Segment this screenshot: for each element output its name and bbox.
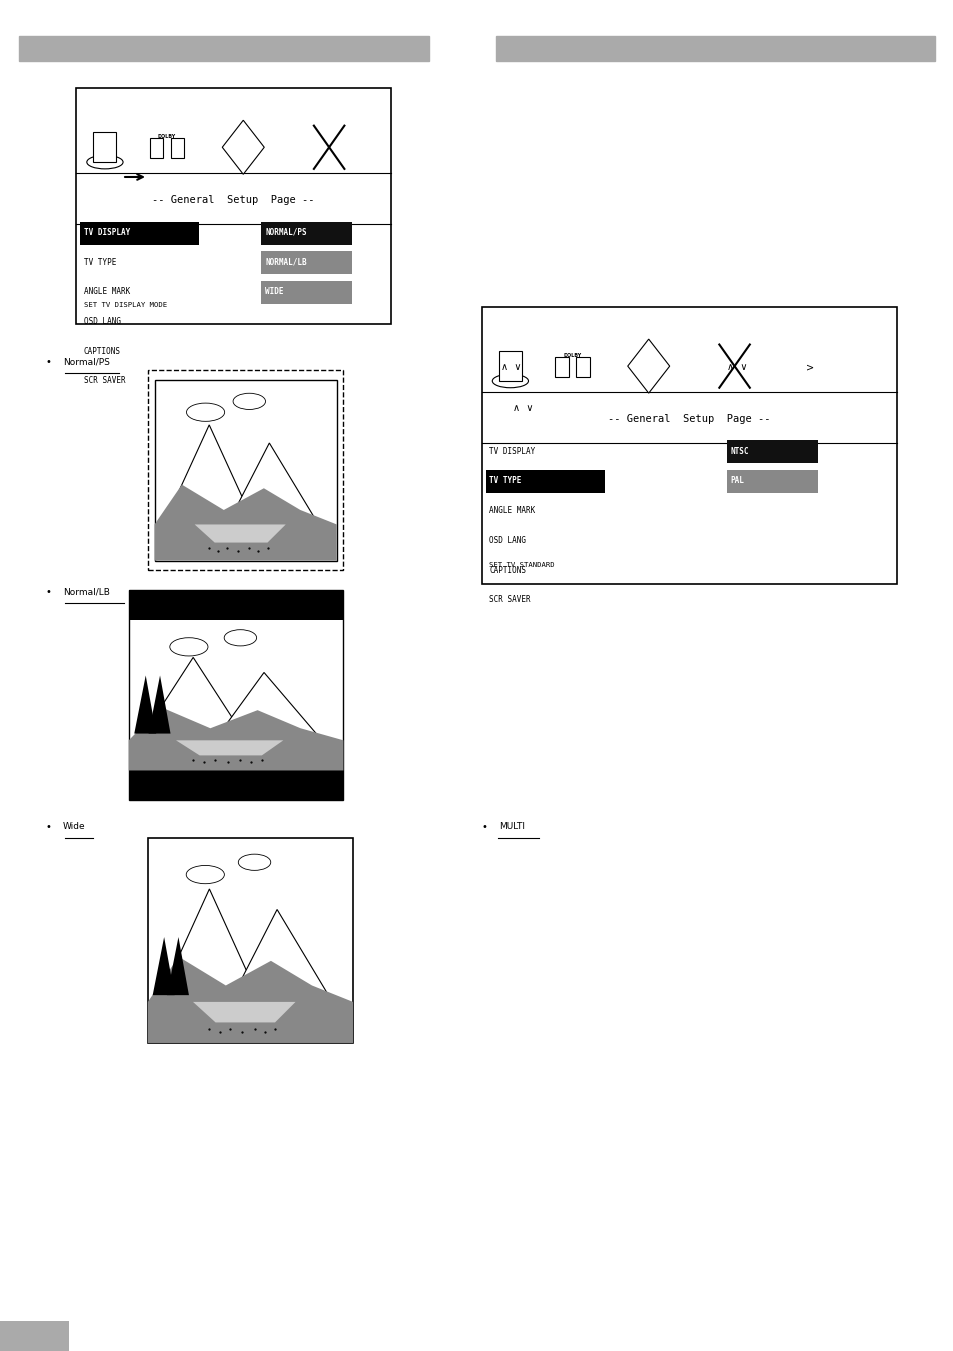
- Bar: [148, 838, 353, 1043]
- Text: ∧  ∨: ∧ ∨: [726, 362, 746, 373]
- Polygon shape: [148, 957, 353, 1043]
- Text: ∧  ∨: ∧ ∨: [500, 362, 520, 373]
- Bar: [498, 351, 521, 381]
- Text: OSD LANG: OSD LANG: [84, 317, 121, 326]
- Text: •: •: [46, 357, 51, 367]
- Ellipse shape: [87, 155, 123, 169]
- Text: WIDE: WIDE: [265, 288, 283, 296]
- Polygon shape: [154, 485, 336, 561]
- Bar: [481, 307, 896, 584]
- Bar: [496, 36, 934, 61]
- Text: TV DISPLAY: TV DISPLAY: [84, 228, 130, 236]
- Text: CAPTIONS: CAPTIONS: [489, 566, 526, 574]
- Text: ANGLE MARK: ANGLE MARK: [489, 507, 535, 515]
- Bar: [555, 357, 568, 377]
- Text: ∧  ∨: ∧ ∨: [513, 403, 533, 413]
- Polygon shape: [158, 889, 260, 1002]
- Text: DOLBY: DOLBY: [562, 353, 581, 358]
- Text: TV DISPLAY: TV DISPLAY: [489, 447, 535, 455]
- Polygon shape: [134, 676, 156, 734]
- Text: -- General  Setup  Page --: -- General Setup Page --: [152, 195, 314, 205]
- Text: -- General  Setup  Page --: -- General Setup Page --: [607, 413, 770, 424]
- Ellipse shape: [238, 854, 271, 870]
- Text: >: >: [805, 362, 814, 373]
- Bar: [93, 132, 116, 162]
- Ellipse shape: [186, 866, 224, 884]
- Bar: [129, 770, 343, 800]
- Text: SCR SAVER: SCR SAVER: [489, 596, 531, 604]
- Text: NTSC: NTSC: [730, 447, 748, 455]
- Bar: [76, 88, 391, 324]
- Text: NORMAL/PS: NORMAL/PS: [265, 228, 307, 236]
- Text: Wide: Wide: [63, 823, 86, 831]
- Polygon shape: [227, 443, 318, 524]
- Text: •: •: [46, 586, 51, 597]
- Text: MULTI: MULTI: [498, 823, 524, 831]
- Bar: [261, 281, 352, 304]
- Bar: [261, 222, 352, 245]
- Bar: [485, 470, 604, 493]
- Bar: [171, 138, 184, 158]
- Bar: [0, 1321, 69, 1351]
- Text: DOLBY: DOLBY: [157, 134, 176, 139]
- Polygon shape: [152, 938, 174, 996]
- Text: SET TV STANDARD: SET TV STANDARD: [489, 562, 555, 567]
- Text: Normal/PS: Normal/PS: [63, 358, 110, 366]
- Ellipse shape: [233, 393, 265, 409]
- Ellipse shape: [170, 638, 208, 657]
- Polygon shape: [230, 909, 333, 1002]
- Text: ANGLE MARK: ANGLE MARK: [84, 288, 130, 296]
- Polygon shape: [167, 938, 189, 996]
- Text: PAL: PAL: [730, 477, 744, 485]
- Bar: [80, 222, 199, 245]
- Text: Normal/LB: Normal/LB: [63, 588, 110, 596]
- Bar: [129, 590, 343, 620]
- Bar: [726, 470, 817, 493]
- Polygon shape: [139, 658, 247, 740]
- Bar: [726, 440, 817, 463]
- Polygon shape: [175, 740, 283, 755]
- Text: SCR SAVER: SCR SAVER: [84, 377, 126, 385]
- Text: •: •: [46, 821, 51, 832]
- Text: SET TV DISPLAY MODE: SET TV DISPLAY MODE: [84, 303, 167, 308]
- Polygon shape: [164, 424, 254, 524]
- Bar: [129, 590, 343, 800]
- Text: TV TYPE: TV TYPE: [489, 477, 521, 485]
- Bar: [150, 138, 163, 158]
- Polygon shape: [627, 339, 669, 393]
- Bar: [148, 370, 343, 570]
- Text: OSD LANG: OSD LANG: [489, 536, 526, 544]
- Polygon shape: [214, 673, 321, 740]
- Polygon shape: [149, 676, 171, 734]
- Polygon shape: [193, 1002, 295, 1023]
- Polygon shape: [129, 707, 343, 770]
- Ellipse shape: [224, 630, 256, 646]
- Bar: [154, 380, 336, 561]
- Ellipse shape: [186, 403, 224, 422]
- Text: •: •: [481, 821, 487, 832]
- Polygon shape: [222, 120, 264, 174]
- Text: CAPTIONS: CAPTIONS: [84, 347, 121, 355]
- Polygon shape: [194, 524, 286, 543]
- Ellipse shape: [492, 374, 528, 388]
- Bar: [576, 357, 589, 377]
- Text: TV TYPE: TV TYPE: [84, 258, 116, 266]
- Bar: [261, 251, 352, 274]
- Text: NORMAL/LB: NORMAL/LB: [265, 258, 307, 266]
- Bar: [19, 36, 429, 61]
